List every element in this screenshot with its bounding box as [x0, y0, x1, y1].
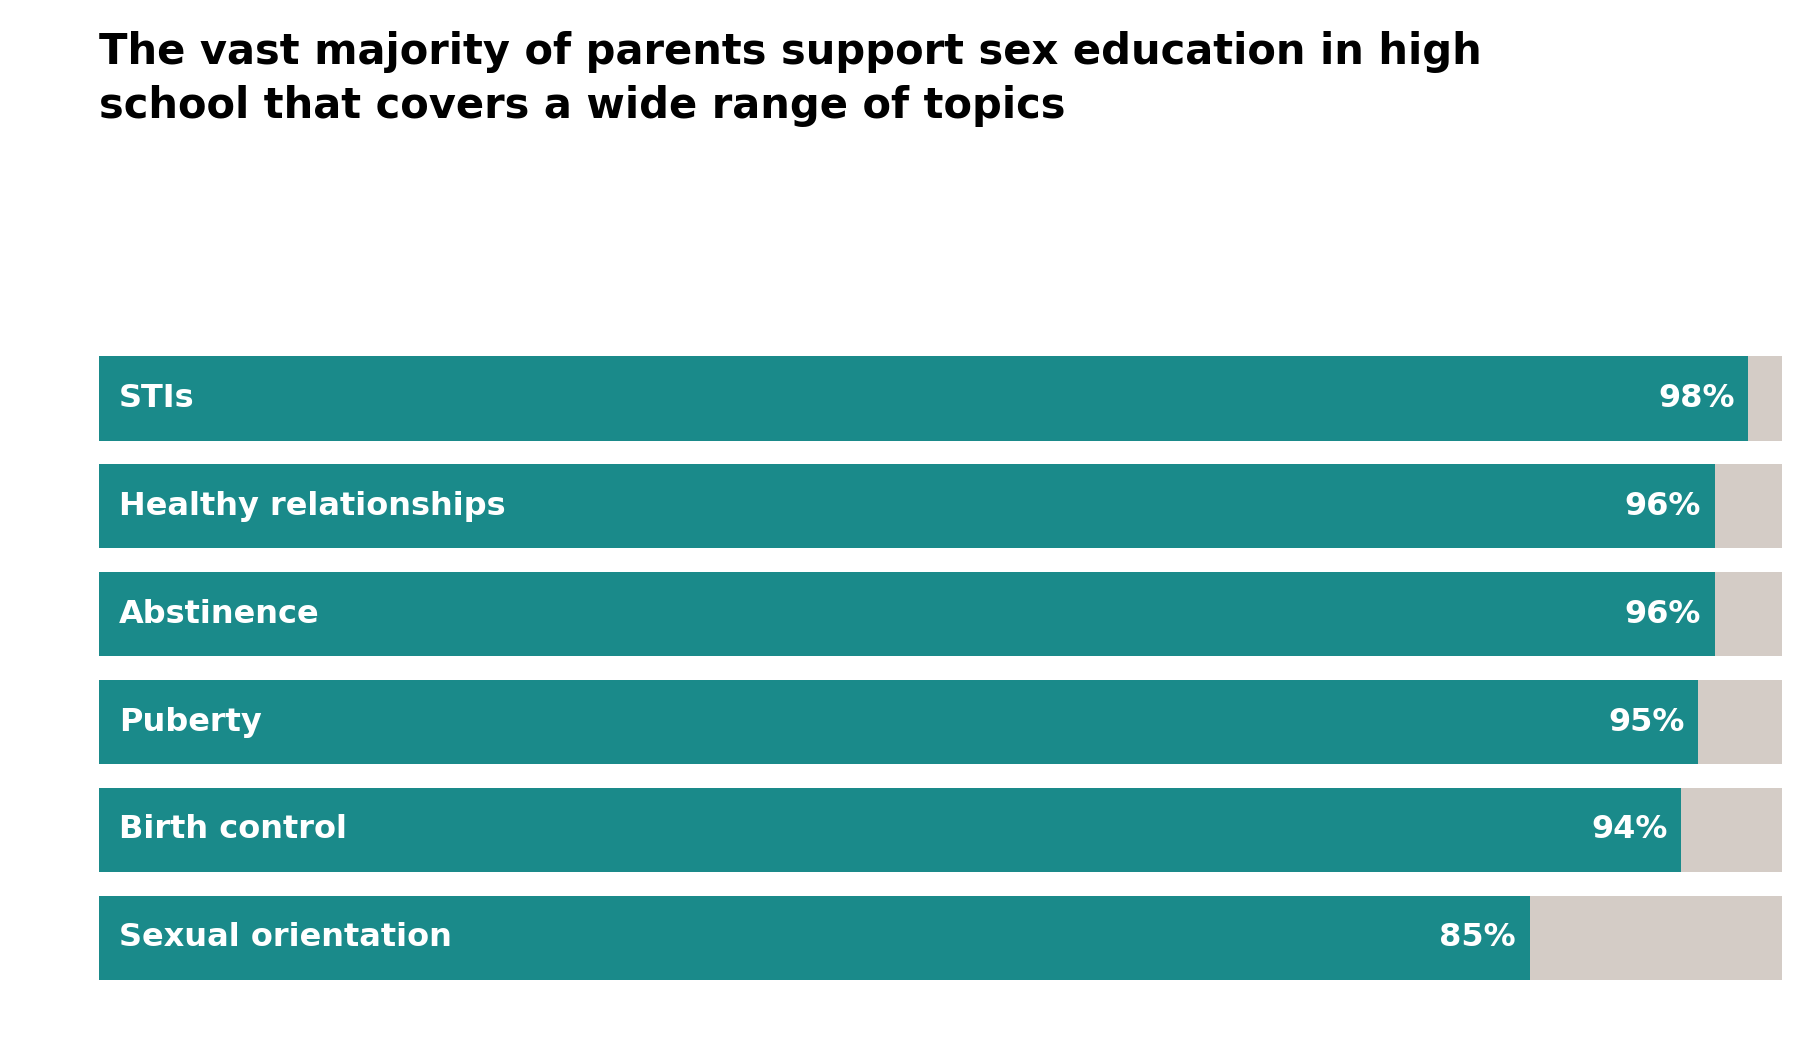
Text: 98%: 98% — [1658, 383, 1735, 414]
Text: STIs: STIs — [119, 383, 194, 414]
Bar — [99, 896, 1782, 980]
Text: Sexual orientation: Sexual orientation — [119, 922, 452, 953]
Text: 85%: 85% — [1440, 922, 1516, 953]
Text: 94%: 94% — [1591, 814, 1667, 846]
Bar — [99, 788, 1681, 872]
Text: Puberty: Puberty — [119, 707, 263, 738]
Bar — [99, 356, 1748, 441]
Bar — [99, 680, 1782, 764]
Text: 95%: 95% — [1607, 707, 1685, 738]
Text: Birth control: Birth control — [119, 814, 347, 846]
Bar — [99, 465, 1782, 548]
Bar — [99, 572, 1715, 657]
Text: 96%: 96% — [1625, 598, 1701, 630]
Text: The vast majority of parents support sex education in high
school that covers a : The vast majority of parents support sex… — [99, 31, 1481, 127]
Text: Healthy relationships: Healthy relationships — [119, 491, 506, 522]
Bar — [99, 356, 1782, 441]
Text: 96%: 96% — [1625, 491, 1701, 522]
Bar — [99, 788, 1782, 872]
Bar — [99, 572, 1782, 657]
Bar — [99, 680, 1697, 764]
Bar — [99, 896, 1530, 980]
Text: Abstinence: Abstinence — [119, 598, 320, 630]
Bar — [99, 465, 1715, 548]
